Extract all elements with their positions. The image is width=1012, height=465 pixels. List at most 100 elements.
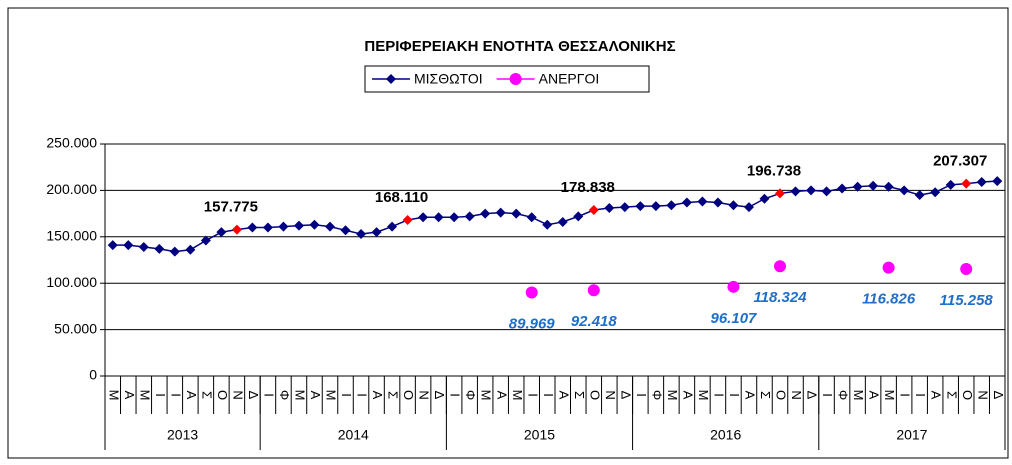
x-tick-label: Φ (836, 390, 851, 400)
x-tick-label: Δ (432, 391, 447, 400)
data-point (759, 193, 770, 204)
data-label: 157.775 (204, 199, 258, 216)
data-point (588, 205, 599, 216)
x-tick-label: Ι (153, 393, 168, 397)
data-point (154, 243, 165, 254)
x-tick-label: Α (308, 391, 323, 400)
data-point (247, 222, 258, 233)
y-tick-label: 0 (89, 367, 97, 383)
x-tick-label: Μ (293, 390, 308, 401)
data-label: 116.826 (862, 291, 916, 308)
data-point (604, 203, 615, 214)
data-point (945, 179, 956, 190)
x-tick-label: Ν (230, 390, 245, 399)
y-tick-label: 50.000 (54, 320, 97, 336)
data-point (681, 197, 692, 208)
data-label: 207.307 (933, 153, 987, 170)
data-point (169, 246, 180, 257)
x-tick-label: Μ (696, 390, 711, 401)
x-tick-label: Ι (913, 393, 928, 397)
x-tick-label: Α (556, 391, 571, 400)
data-label: 118.324 (753, 289, 807, 306)
data-point (914, 190, 925, 201)
group-label: 2015 (524, 427, 555, 443)
legend-label: ΜΙΣΘΩΤΟΙ (414, 71, 483, 87)
data-label: 178.838 (561, 179, 615, 196)
data-point (635, 201, 646, 212)
data-point (262, 222, 273, 233)
data-point (200, 235, 211, 246)
data-point (509, 73, 522, 85)
series-line (112, 180, 998, 253)
x-tick-label: Μ (882, 390, 897, 401)
x-tick-label: Α (370, 391, 385, 400)
x-tick-label: Φ (463, 390, 478, 400)
data-point (495, 207, 506, 218)
data-point (387, 221, 398, 232)
x-tick-label: Ν (975, 390, 990, 399)
data-point (992, 176, 1003, 187)
x-tick-label: Μ (324, 390, 339, 401)
x-tick-label: Ο (215, 390, 230, 400)
data-point (480, 208, 491, 219)
data-point (309, 219, 320, 230)
data-point (821, 186, 832, 197)
x-tick-label: Α (184, 391, 199, 400)
x-tick-label: Α (929, 391, 944, 400)
data-point (185, 244, 196, 255)
data-point (371, 227, 382, 238)
data-point (216, 227, 227, 238)
data-point (666, 200, 677, 211)
data-point (418, 212, 429, 223)
x-tick-label: Δ (805, 391, 820, 400)
group-label: 2017 (896, 427, 927, 443)
data-point (619, 202, 630, 213)
data-point (728, 200, 739, 211)
data-point (899, 185, 910, 196)
data-point (278, 221, 289, 232)
x-tick-label: Φ (277, 390, 292, 400)
data-label: 96.107 (711, 310, 758, 327)
data-point (573, 211, 584, 222)
data-point (356, 229, 367, 240)
x-tick-label: Σ (386, 391, 401, 399)
data-point (837, 183, 848, 194)
x-tick-label: Ν (603, 390, 618, 399)
x-tick-label: Δ (618, 391, 633, 400)
group-label: 2016 (710, 427, 741, 443)
y-tick-label: 100.000 (46, 274, 97, 290)
x-tick-label: Ι (525, 393, 540, 397)
y-tick-label: 150.000 (46, 228, 97, 244)
x-tick-label: Ν (417, 390, 432, 399)
data-point (961, 178, 972, 189)
data-point (138, 242, 149, 253)
data-point (449, 212, 460, 223)
data-point (743, 202, 754, 213)
x-tick-label: Μ (851, 390, 866, 401)
x-tick-label: Ι (634, 393, 649, 397)
data-point (774, 260, 786, 273)
x-tick-label: Δ (991, 391, 1006, 400)
x-tick-label: Σ (199, 391, 214, 399)
x-tick-label: Α (494, 391, 509, 400)
data-point (868, 180, 879, 191)
data-point (525, 286, 538, 299)
data-point (340, 225, 351, 236)
x-tick-label: Ο (587, 390, 602, 400)
x-tick-label: Σ (758, 391, 773, 399)
data-point (402, 214, 413, 225)
group-label: 2014 (338, 427, 369, 443)
data-point (123, 240, 134, 251)
x-tick-label: Ι (820, 393, 835, 397)
data-point (976, 177, 987, 188)
data-label: 115.258 (940, 292, 994, 309)
data-point (712, 197, 723, 208)
x-tick-label: Α (867, 391, 882, 400)
x-tick-label: Μ (479, 390, 494, 401)
data-point (325, 221, 335, 232)
x-tick-label: Ο (401, 390, 416, 400)
data-point (960, 263, 973, 276)
data-point (542, 219, 553, 230)
x-tick-label: Δ (246, 391, 261, 400)
data-point (587, 284, 600, 297)
